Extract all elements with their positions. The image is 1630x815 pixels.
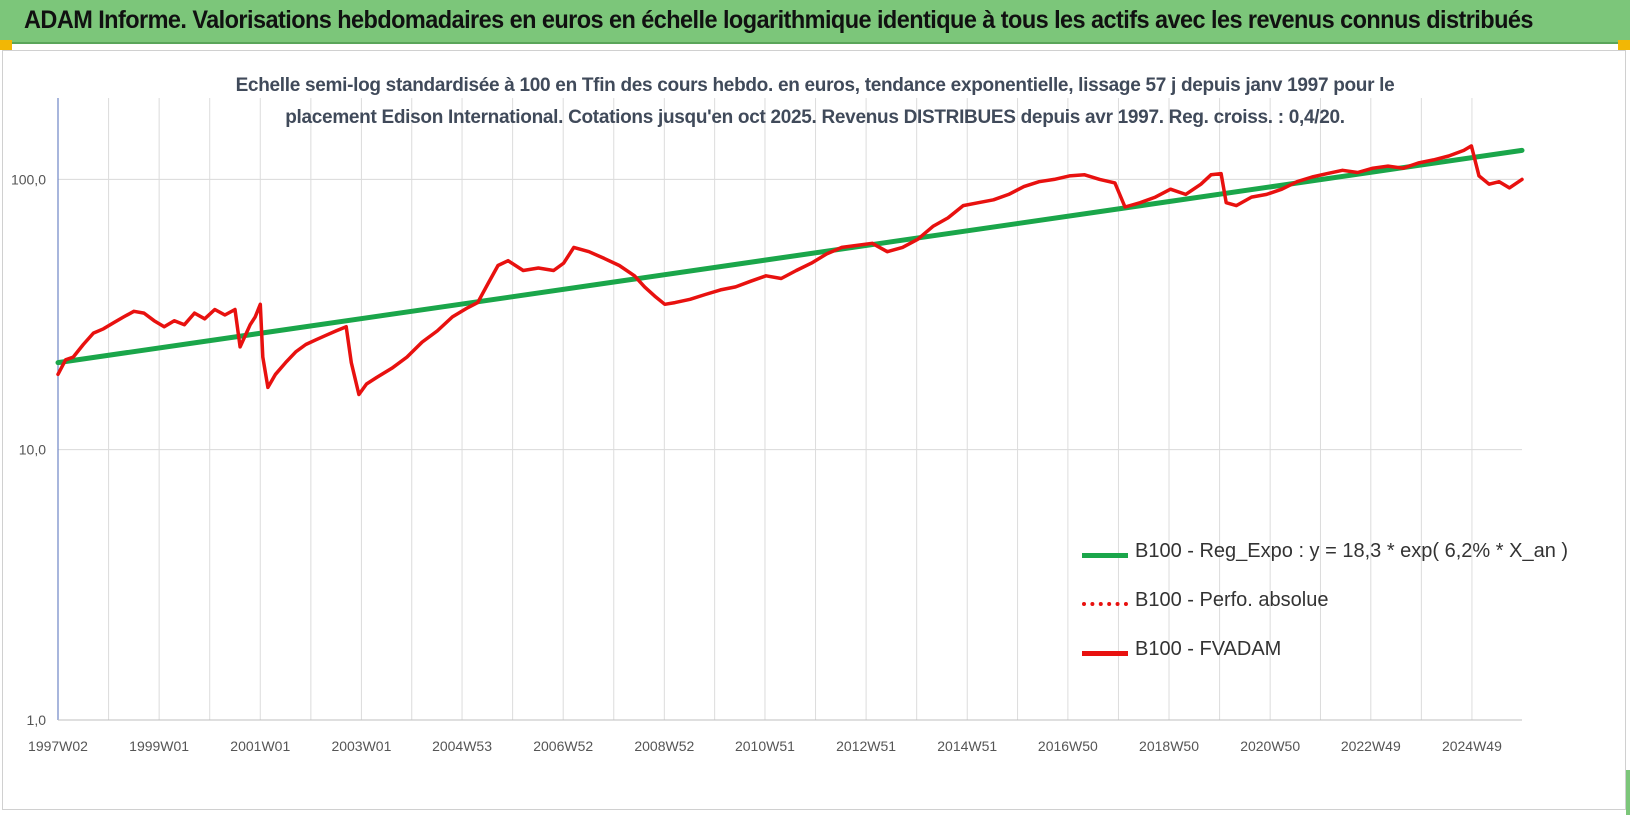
x-tick-label: 2018W50 [1139, 738, 1199, 754]
chart-subtitle: Echelle semi-log standardisée à 100 en T… [180, 70, 1450, 134]
series-line-reg-expo [55, 147, 1525, 366]
corner-marker-left [0, 40, 12, 50]
x-tick-label: 2016W50 [1038, 738, 1098, 754]
legend-label-perfo-absolue: B100 - Perfo. absolue [1135, 589, 1329, 611]
legend-swatch-red-solid [1082, 651, 1128, 656]
corner-strip [1626, 770, 1630, 815]
tick-labels: 1,0 10,0 100,0 1997W02 1999W01 2001W01 2003W01… [11, 171, 1502, 754]
x-tick-label: 2004W53 [432, 738, 492, 754]
report-banner: ADAM Informe. Valorisations hebdomadaire… [0, 0, 1630, 44]
x-tick-label: 2010W51 [735, 738, 795, 754]
x-tick-label: 2022W49 [1341, 738, 1401, 754]
legend-item-perfo-absolue: B100 - Perfo. absolue [1080, 589, 1540, 638]
chart-legend: B100 - Reg_Expo : y = 18,3 * exp( 6,2% *… [1080, 540, 1568, 687]
chart-frame [2, 50, 1626, 810]
series-line-fvadam [56, 144, 1524, 397]
x-tick-label: 2008W52 [634, 738, 694, 754]
chart-subtitle-line-2: placement Edison International. Cotation… [285, 107, 1345, 128]
x-tick-label: 2006W52 [533, 738, 593, 754]
corner-marker-right [1618, 40, 1630, 50]
chart-subtitle-line-1: Echelle semi-log standardisée à 100 en T… [235, 75, 1395, 96]
x-tick-label: 2014W51 [937, 738, 997, 754]
y-tick-label: 100,0 [11, 171, 46, 187]
legend-swatch-green-solid [1082, 553, 1128, 558]
series-layer [55, 144, 1525, 397]
report-title: ADAM Informe. Valorisations hebdomadaire… [24, 6, 1533, 34]
y-tick-label: 1,0 [27, 712, 47, 728]
x-tick-label: 2003W01 [331, 738, 391, 754]
x-tick-label: 1997W02 [28, 738, 88, 754]
x-tick-label: 2024W49 [1442, 738, 1502, 754]
y-tick-label: 10,0 [19, 442, 46, 458]
x-tick-label: 2012W51 [836, 738, 896, 754]
x-tick-label: 2020W50 [1240, 738, 1300, 754]
axes [57, 98, 1522, 721]
legend-item-fvadam: B100 - FVADAM [1080, 638, 1540, 687]
legend-item-reg-expo: B100 - Reg_Expo : y = 18,3 * exp( 6,2% *… [1080, 540, 1568, 589]
x-tick-label: 2001W01 [230, 738, 290, 754]
legend-label-fvadam: B100 - FVADAM [1135, 638, 1282, 660]
legend-label-reg-expo: B100 - Reg_Expo : y = 18,3 * exp( 6,2% *… [1135, 540, 1569, 562]
x-tick-label: 1999W01 [129, 738, 189, 754]
legend-swatch-red-dotted [1082, 602, 1128, 606]
